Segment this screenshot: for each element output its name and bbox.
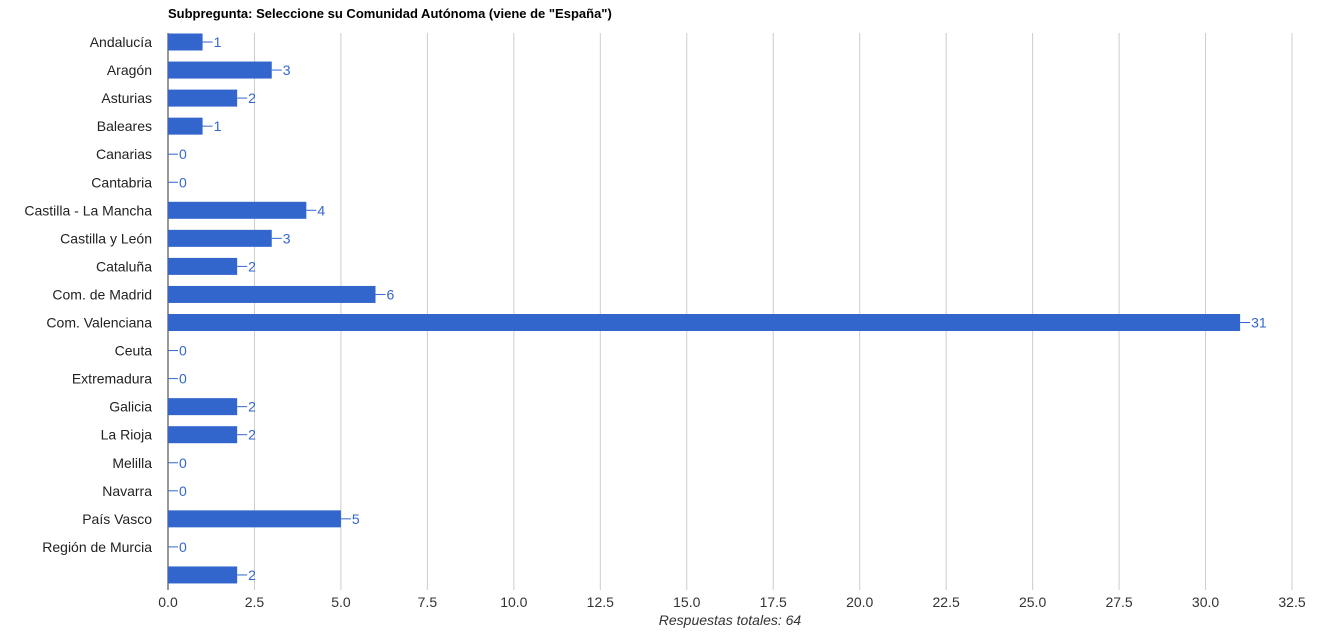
category-label: Ceuta	[115, 343, 153, 359]
data-label: 31	[1251, 315, 1267, 331]
category-label: Com. de Madrid	[52, 286, 152, 302]
data-label: 0	[179, 174, 187, 190]
category-label: Castilla y León	[60, 230, 152, 246]
x-tick-label: 7.5	[418, 594, 438, 610]
data-label: 5	[352, 511, 360, 527]
category-label: País Vasco	[82, 511, 152, 527]
bar	[168, 89, 238, 107]
data-label: 4	[317, 202, 325, 218]
category-label: Baleares	[97, 118, 152, 134]
category-label: Castilla - La Mancha	[24, 202, 152, 218]
data-label: 0	[179, 483, 187, 499]
bar	[168, 398, 238, 416]
x-tick-label: 5.0	[331, 594, 351, 610]
bar	[168, 510, 341, 528]
data-label: 0	[179, 343, 187, 359]
category-label: Navarra	[102, 483, 152, 499]
data-label: 2	[248, 427, 256, 443]
data-label: 0	[179, 455, 187, 471]
bars: 1 3 2 1 0 0 4 3 2 6 31 0 0 2 2 0 0 5 0 2	[168, 33, 1267, 584]
x-tick-label: 15.0	[673, 594, 700, 610]
data-label: 1	[214, 34, 222, 50]
category-label: La Rioja	[101, 427, 153, 443]
bar	[168, 257, 238, 275]
data-label: 0	[179, 146, 187, 162]
x-tick-label: 20.0	[846, 594, 873, 610]
x-tick-label: 30.0	[1192, 594, 1219, 610]
x-axis-ticks: 0.0 2.5 5.0 7.5 10.0 12.5 15.0 17.5 20.0 22.5 25.0…	[158, 594, 1306, 610]
category-label: Aragón	[107, 62, 152, 78]
gridlines	[167, 33, 1293, 590]
category-label: Cantabria	[91, 174, 152, 190]
bar	[168, 426, 238, 444]
data-label: 2	[248, 90, 256, 106]
data-label: 0	[179, 371, 187, 387]
data-label: 2	[248, 399, 256, 415]
x-tick-label: 25.0	[1019, 594, 1046, 610]
bar	[168, 117, 203, 135]
category-label: Melilla	[112, 455, 152, 471]
x-tick-label: 22.5	[933, 594, 960, 610]
data-label: 2	[248, 258, 256, 274]
data-label: 2	[248, 567, 256, 583]
x-axis-title: Respuestas totales: 64	[659, 612, 802, 628]
category-label: Andalucía	[90, 34, 152, 50]
bar	[168, 229, 272, 247]
bar	[168, 285, 376, 303]
x-tick-label: 27.5	[1105, 594, 1132, 610]
x-tick-label: 10.0	[500, 594, 527, 610]
data-label: 3	[283, 62, 291, 78]
x-tick-label: 32.5	[1278, 594, 1305, 610]
bar	[168, 566, 238, 584]
bar	[168, 61, 272, 79]
category-label: Canarias	[96, 146, 152, 162]
x-tick-label: 0.0	[158, 594, 178, 610]
x-tick-label: 17.5	[760, 594, 787, 610]
data-label: 0	[179, 539, 187, 555]
category-label: Región de Murcia	[42, 539, 152, 555]
category-labels: Andalucía Aragón Asturias Baleares Canarias C…	[24, 34, 152, 555]
data-label: 6	[387, 286, 395, 302]
category-label: Extremadura	[72, 371, 152, 387]
category-label: Galicia	[109, 399, 152, 415]
x-tick-label: 2.5	[245, 594, 265, 610]
bar	[168, 314, 1241, 331]
category-label: Cataluña	[96, 258, 152, 274]
bar	[168, 201, 307, 219]
x-tick-label: 12.5	[587, 594, 614, 610]
category-label: Asturias	[101, 90, 152, 106]
category-label: Com. Valenciana	[46, 315, 152, 331]
chart-title: Subpregunta: Seleccione su Comunidad Aut…	[168, 6, 612, 21]
data-label: 1	[214, 118, 222, 134]
data-label: 3	[283, 230, 291, 246]
bar	[168, 33, 203, 51]
